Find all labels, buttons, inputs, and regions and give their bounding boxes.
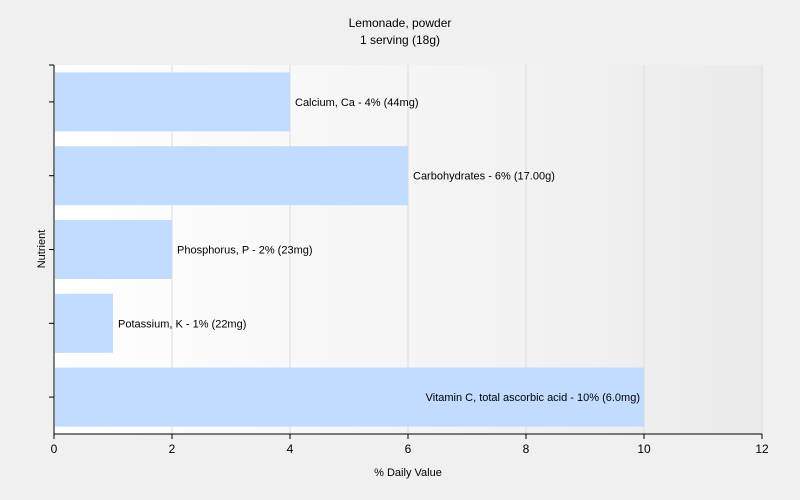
- y-axis-title: Nutrient: [36, 230, 48, 269]
- bar-label-4: Vitamin C, total ascorbic acid - 10% (6.…: [426, 392, 640, 404]
- bar-2: [55, 219, 172, 280]
- bar-1: [55, 146, 408, 206]
- x-tick-label-5: 10: [637, 442, 651, 456]
- x-tick-label-3: 6: [405, 442, 412, 456]
- bar-label-0: Calcium, Ca - 4% (44mg): [295, 97, 418, 109]
- bar-4: [55, 367, 644, 427]
- bar-label-1: Carbohydrates - 6% (17.00g): [413, 171, 555, 183]
- bar-3: [55, 293, 113, 353]
- chart-subtitle: 1 serving (18g): [360, 33, 440, 47]
- bar-0: [55, 72, 290, 132]
- bar-label-2: Phosphorus, P - 2% (23mg): [177, 245, 313, 257]
- chart-title: Lemonade, powder: [349, 16, 452, 30]
- x-tick-label-1: 2: [169, 442, 176, 456]
- x-tick-label-2: 4: [287, 442, 294, 456]
- bar-label-3: Potassium, K - 1% (22mg): [118, 318, 246, 330]
- bars: Calcium, Ca - 4% (44mg) Carbohydrates - 6…: [55, 72, 644, 427]
- x-tick-label-0: 0: [51, 442, 58, 456]
- x-tick-label-6: 12: [755, 442, 769, 456]
- x-axis-title: % Daily Value: [374, 467, 442, 479]
- axes: 0 2 4 6 8 10 12: [49, 64, 769, 456]
- x-tick-label-4: 8: [523, 442, 530, 456]
